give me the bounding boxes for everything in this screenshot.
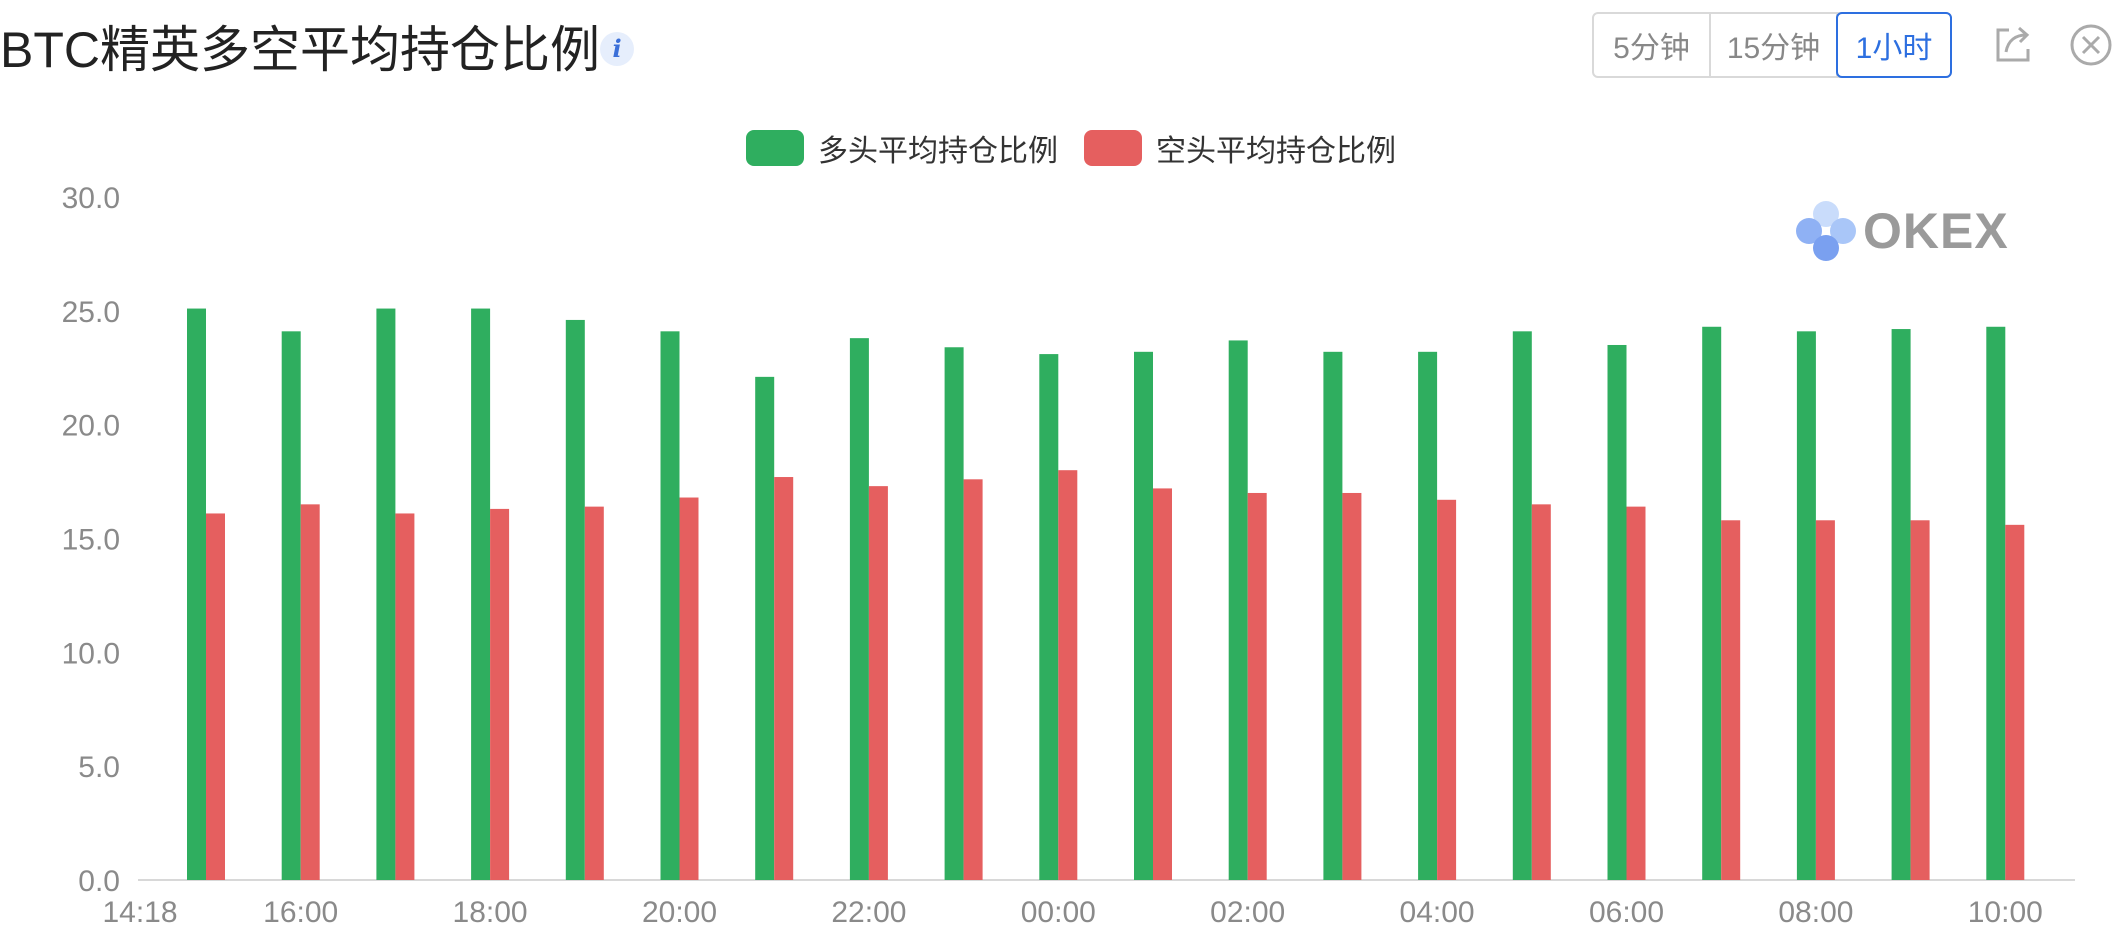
x-tick-label: 20:00	[642, 896, 717, 929]
x-tick-label: 22:00	[831, 896, 906, 929]
bar-long	[376, 308, 396, 881]
legend-item-long[interactable]: 多头平均持仓比例	[746, 126, 1058, 170]
bar-long	[1228, 340, 1248, 880]
y-tick-label: 30.0	[62, 182, 120, 215]
bar-short	[395, 513, 415, 880]
x-tick-label: 14:18	[102, 896, 177, 929]
bar-short	[1153, 488, 1172, 880]
y-tick-label: 20.0	[62, 410, 120, 443]
bar-long	[1891, 329, 1911, 881]
bar-short	[1721, 520, 1741, 880]
bar-short	[2005, 524, 2025, 880]
bar-short	[963, 479, 983, 880]
legend-item-short[interactable]: 空头平均持仓比例	[1084, 126, 1396, 170]
bar-short	[490, 508, 510, 880]
bar-short	[774, 477, 794, 880]
bar-short	[206, 513, 225, 880]
share-icon[interactable]	[1992, 24, 2034, 66]
bar-short	[1910, 520, 1930, 880]
okex-watermark: OKEX	[1795, 200, 2009, 262]
bar-short	[1531, 504, 1551, 880]
bar-short	[1058, 470, 1078, 880]
bar-long	[849, 338, 869, 880]
bar-short	[868, 486, 888, 880]
chart-legend: 多头平均持仓比例 空头平均持仓比例	[0, 126, 2122, 170]
bar-long	[1323, 351, 1343, 880]
bar-long	[281, 331, 301, 880]
bar-long	[1607, 344, 1627, 880]
y-tick-label: 10.0	[62, 637, 120, 670]
tab-1hour[interactable]: 1小时	[1836, 12, 1952, 78]
y-tick-label: 25.0	[62, 296, 120, 329]
x-tick-label: 06:00	[1589, 896, 1664, 929]
bar-short	[300, 504, 320, 880]
bar-short	[1437, 499, 1457, 880]
bar-long	[660, 331, 680, 880]
x-tick-label: 02:00	[1210, 896, 1285, 929]
bar-long	[944, 347, 964, 880]
bar-long	[471, 308, 491, 881]
tab-5min[interactable]: 5分钟	[1594, 14, 1711, 76]
bar-long	[1702, 326, 1722, 880]
y-tick-label: 15.0	[62, 524, 120, 557]
bar-long	[1986, 326, 2006, 880]
legend-label-long: 多头平均持仓比例	[818, 135, 1058, 168]
legend-swatch-long	[746, 130, 804, 166]
x-tick-label: 08:00	[1778, 896, 1853, 929]
bar-long	[1512, 331, 1532, 880]
interval-tabs: 5分钟 15分钟 1小时	[1592, 12, 1952, 78]
bar-short	[679, 497, 699, 880]
legend-label-short: 空头平均持仓比例	[1156, 135, 1396, 168]
okex-logo-icon	[1796, 201, 1856, 261]
bar-short	[1247, 492, 1267, 880]
bar-short	[1342, 492, 1362, 880]
bar-long	[1418, 351, 1438, 880]
x-tick-label: 16:00	[263, 896, 338, 929]
bar-long	[755, 376, 775, 880]
legend-swatch-short	[1084, 130, 1142, 166]
page-title: BTC精英多空平均持仓比例	[0, 22, 600, 78]
x-tick-label: 04:00	[1400, 896, 1475, 929]
bar-long	[1134, 351, 1153, 880]
close-icon[interactable]	[2068, 22, 2114, 68]
x-tick-label: 10:00	[1968, 896, 2043, 929]
okex-logo-text: OKEX	[1863, 203, 2009, 259]
y-tick-label: 0.0	[78, 865, 120, 898]
y-tick-label: 5.0	[78, 751, 120, 784]
bar-long	[565, 319, 585, 880]
bar-long	[1796, 331, 1816, 880]
bar-short	[1626, 506, 1646, 880]
bar-long	[187, 308, 206, 881]
info-icon[interactable]: i	[600, 32, 634, 66]
bar-long	[1039, 354, 1059, 881]
bar-short	[584, 506, 604, 880]
x-tick-label: 00:00	[1021, 896, 1096, 929]
x-tick-label: 18:00	[453, 896, 528, 929]
bar-short	[1815, 520, 1835, 880]
